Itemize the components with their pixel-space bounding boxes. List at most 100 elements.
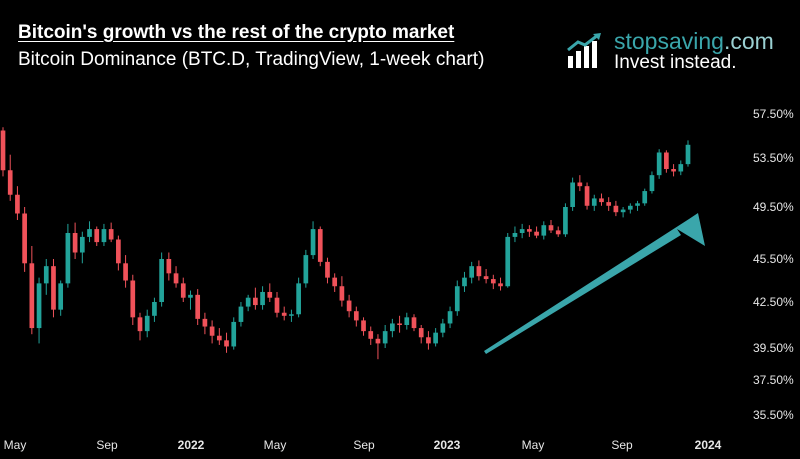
candle (382, 325, 388, 348)
brand-tagline: Invest instead. (614, 52, 737, 73)
candle-body (635, 203, 640, 206)
candle-body (584, 186, 590, 206)
candle-body (101, 229, 107, 243)
candle (685, 140, 691, 167)
candle-body (656, 152, 662, 176)
candle-body (339, 286, 345, 301)
candle (505, 233, 511, 288)
x-tick-label: 2023 (434, 438, 461, 452)
candle-body (671, 169, 676, 172)
candle-body (253, 297, 258, 306)
candle (591, 194, 597, 211)
candle-body (195, 294, 201, 319)
candle-body (310, 229, 316, 256)
candle-body (418, 328, 424, 338)
candle (202, 312, 208, 335)
candle (548, 220, 554, 233)
candle-body (469, 266, 475, 278)
candle (116, 235, 121, 271)
candle (7, 154, 13, 201)
candle-body (202, 318, 208, 327)
candle-body (454, 286, 460, 312)
candle-body (43, 266, 49, 284)
candle-body (116, 239, 121, 264)
x-tick-label: Sep (353, 438, 375, 452)
candle (253, 287, 258, 310)
candle-body (606, 202, 612, 206)
candle-body (382, 331, 388, 344)
candle (51, 259, 56, 318)
candle-body (87, 229, 92, 237)
x-axis: May Sep 2022 May Sep 2023 May Sep 2024 (4, 438, 722, 452)
candle (216, 328, 222, 345)
candle-body (346, 300, 352, 312)
candle (476, 260, 482, 281)
candle (627, 203, 633, 214)
candle (188, 290, 193, 310)
candle-body (368, 331, 374, 339)
candle (238, 302, 244, 327)
candle (72, 222, 78, 259)
candle-body (15, 194, 20, 214)
candle (325, 257, 330, 284)
candle (404, 312, 410, 330)
x-tick-label: May (264, 438, 287, 452)
candle-body (649, 175, 655, 192)
candle (108, 222, 114, 243)
candle (310, 221, 316, 259)
candle-body (65, 233, 71, 284)
candle-body (519, 229, 525, 233)
y-tick-label: 45.50% (753, 252, 794, 266)
candle (339, 276, 345, 307)
candle (642, 188, 648, 206)
candle-body (447, 311, 453, 324)
candle (87, 221, 92, 243)
candle (353, 306, 359, 327)
candle-body (505, 236, 511, 287)
candle-body (462, 277, 467, 287)
candle (152, 297, 157, 322)
candle (635, 200, 640, 211)
x-tick-label: May (522, 438, 545, 452)
y-axis: 57.50% 53.50% 49.50% 45.50% 42.50% 39.50% 37.5… (753, 107, 794, 422)
candle (447, 306, 453, 329)
candle-body (613, 205, 619, 213)
candle (346, 294, 352, 318)
candle (130, 274, 136, 325)
candle-body (267, 291, 273, 298)
candle-body (627, 205, 633, 210)
candle-body (591, 198, 597, 206)
candle-body (375, 338, 381, 344)
candle-body (260, 291, 265, 306)
candle-body (188, 294, 193, 298)
candle-body (678, 164, 684, 172)
trend-arrow-layer (484, 213, 705, 354)
candle-body (361, 320, 366, 332)
candle (649, 171, 655, 194)
candle-body (541, 225, 547, 236)
candle-body (570, 182, 575, 207)
candle-body (642, 191, 648, 204)
candle (43, 259, 49, 295)
candle-body (22, 213, 27, 264)
candle-body (476, 266, 482, 277)
candle (527, 225, 532, 237)
candle (79, 231, 85, 264)
candle (584, 182, 590, 210)
trend-arrow (484, 213, 705, 354)
candle (123, 255, 128, 288)
candle-body (440, 323, 446, 333)
candle (555, 226, 561, 237)
candle-body (685, 144, 691, 165)
candle-body (209, 326, 215, 336)
candle-body (577, 182, 583, 187)
candle (606, 197, 612, 211)
candle-body (353, 311, 359, 321)
candle (541, 221, 547, 240)
candle (274, 291, 280, 318)
candle (195, 289, 201, 325)
candle (144, 309, 150, 338)
candle-body (555, 230, 561, 235)
candle (462, 271, 467, 292)
candle-body (72, 233, 78, 253)
